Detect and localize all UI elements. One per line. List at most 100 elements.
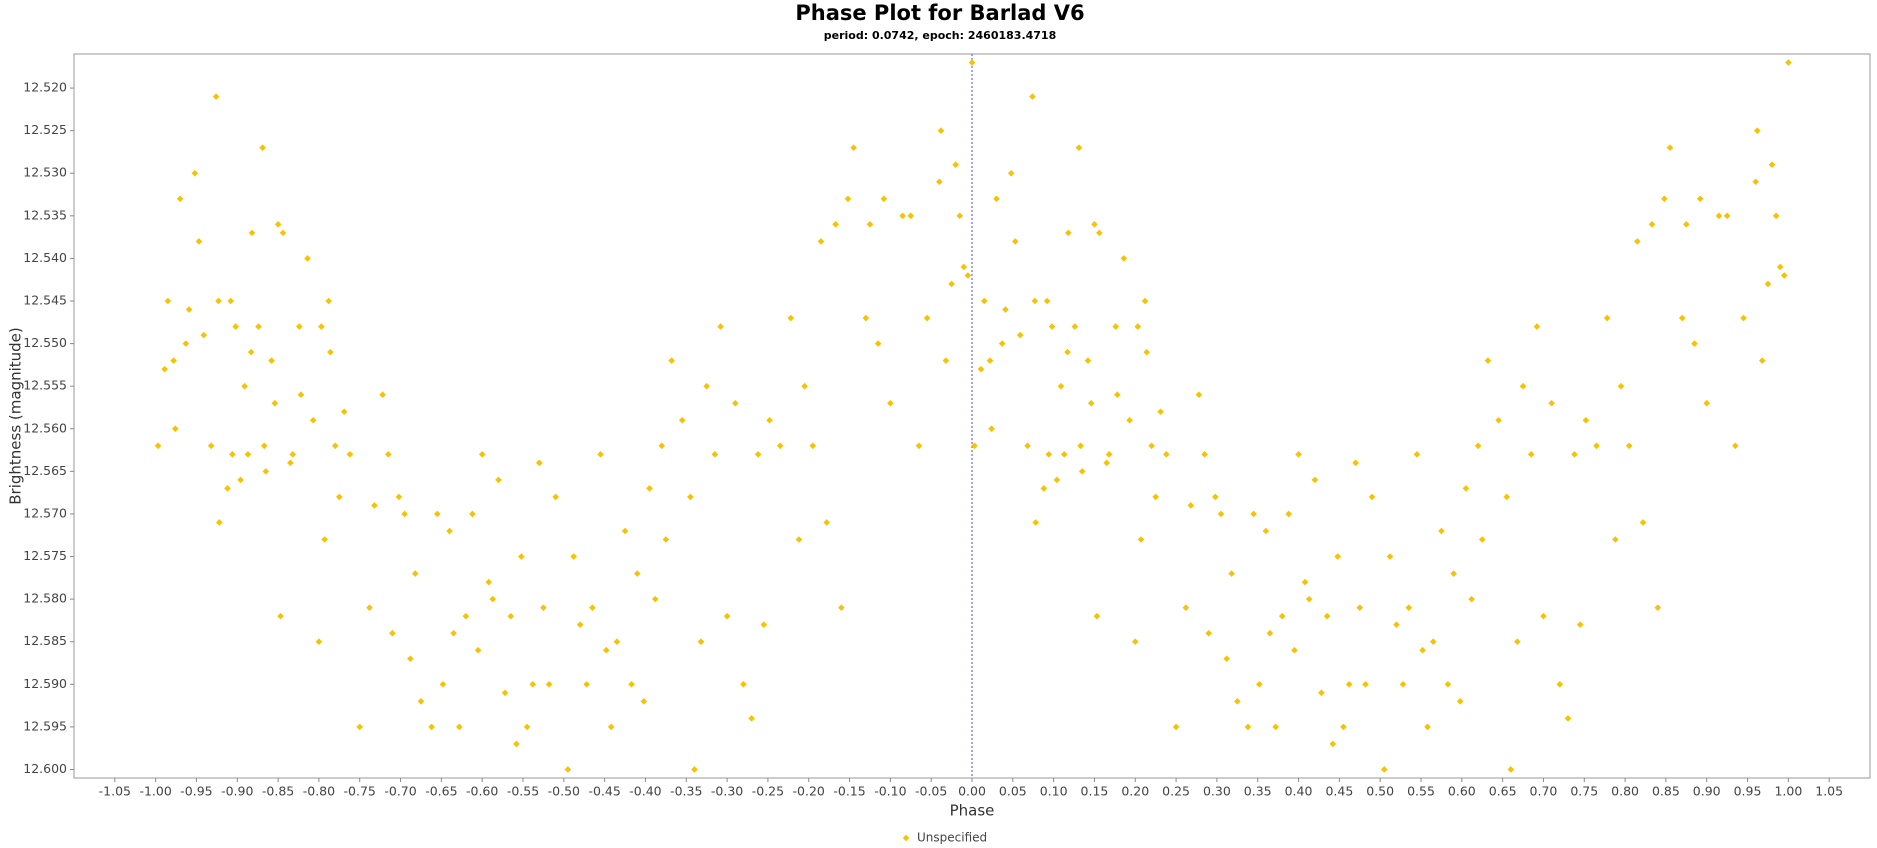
data-point xyxy=(248,229,256,237)
y-tick-label: 12.595 xyxy=(23,718,67,733)
data-point xyxy=(1527,451,1535,458)
data-point xyxy=(1593,442,1600,450)
data-point xyxy=(1040,485,1048,492)
data-point xyxy=(915,442,923,450)
data-point xyxy=(754,451,762,458)
data-point xyxy=(1043,297,1051,305)
data-point xyxy=(1329,740,1337,748)
data-point xyxy=(640,698,648,705)
data-point xyxy=(1478,536,1486,543)
data-point xyxy=(760,621,768,628)
data-point xyxy=(1660,195,1668,203)
y-tick-label: 12.550 xyxy=(23,335,67,350)
data-point xyxy=(1250,510,1257,518)
data-point xyxy=(327,348,334,356)
data-point xyxy=(850,144,857,151)
y-tick-label: 12.525 xyxy=(23,122,67,137)
x-tick-label: 0.35 xyxy=(1244,784,1272,799)
data-point xyxy=(1205,629,1213,637)
x-tick-label: -0.90 xyxy=(221,784,253,799)
data-point xyxy=(200,331,208,339)
data-point xyxy=(439,681,447,688)
x-tick-label: -0.50 xyxy=(548,784,580,799)
data-point xyxy=(1114,391,1121,399)
data-point xyxy=(583,681,590,688)
data-point xyxy=(1134,323,1142,330)
data-point xyxy=(1285,510,1293,518)
x-tick-label: -0.85 xyxy=(262,784,294,799)
legend-label: Unspecified xyxy=(917,831,987,845)
data-point xyxy=(1723,212,1731,220)
data-point xyxy=(1780,272,1788,279)
data-point xyxy=(1002,306,1009,313)
y-tick-label: 12.580 xyxy=(23,591,67,606)
data-point xyxy=(346,451,354,458)
data-point xyxy=(1740,314,1747,322)
data-point xyxy=(1162,451,1170,458)
data-point xyxy=(315,638,323,646)
data-point xyxy=(678,416,686,424)
data-point xyxy=(1444,681,1452,688)
data-point xyxy=(691,766,698,773)
data-point xyxy=(1048,323,1056,330)
x-tick-label: 0.90 xyxy=(1693,784,1721,799)
data-point xyxy=(564,766,572,773)
data-point xyxy=(485,578,493,586)
data-point xyxy=(1318,689,1325,697)
data-point xyxy=(740,681,747,688)
data-point xyxy=(1262,527,1270,535)
y-tick-label: 12.565 xyxy=(23,463,67,478)
data-point xyxy=(1256,681,1263,688)
y-tick-label: 12.535 xyxy=(23,207,67,222)
x-tick-label: -0.05 xyxy=(915,784,947,799)
data-point xyxy=(1386,553,1394,560)
data-point xyxy=(297,391,305,399)
x-tick-label: -0.10 xyxy=(874,784,906,799)
data-point xyxy=(366,604,373,611)
data-point xyxy=(462,612,470,620)
data-point xyxy=(1131,638,1139,646)
data-point xyxy=(1540,612,1547,620)
data-point xyxy=(540,604,547,611)
data-point xyxy=(450,629,457,637)
x-tick-label: 0.65 xyxy=(1489,784,1517,799)
x-axis-label: Phase xyxy=(950,802,995,820)
data-point xyxy=(1075,144,1083,151)
x-tick-label: 0.60 xyxy=(1448,784,1476,799)
data-point xyxy=(1533,323,1541,330)
data-point xyxy=(1393,621,1400,628)
x-tick-label: 0.80 xyxy=(1611,784,1639,799)
data-point xyxy=(395,493,403,501)
data-point xyxy=(227,297,235,305)
data-point xyxy=(1096,229,1103,237)
data-point xyxy=(1356,604,1364,611)
data-point xyxy=(1691,340,1698,347)
data-point xyxy=(937,127,945,134)
data-point xyxy=(968,59,976,66)
data-point xyxy=(1266,629,1274,637)
data-point xyxy=(1380,766,1388,773)
data-point xyxy=(1053,476,1061,484)
x-tick-label: -0.75 xyxy=(344,784,376,799)
x-tick-label: 0.55 xyxy=(1407,784,1435,799)
data-point xyxy=(274,221,282,228)
data-point xyxy=(1666,144,1674,151)
data-point xyxy=(456,723,463,731)
data-point xyxy=(1305,595,1313,603)
data-point xyxy=(1625,442,1633,450)
data-point xyxy=(1468,595,1475,603)
data-point xyxy=(1576,621,1584,628)
data-point xyxy=(1776,263,1784,271)
data-point xyxy=(1278,612,1286,620)
data-point xyxy=(1456,698,1464,705)
data-point xyxy=(507,612,515,620)
data-point xyxy=(658,442,666,450)
data-point xyxy=(576,621,584,628)
data-point xyxy=(321,536,328,543)
data-point xyxy=(1474,442,1482,450)
x-tick-label: 1.05 xyxy=(1815,784,1843,799)
data-point xyxy=(1295,451,1302,458)
data-point xyxy=(1703,399,1711,407)
data-point xyxy=(887,399,894,407)
